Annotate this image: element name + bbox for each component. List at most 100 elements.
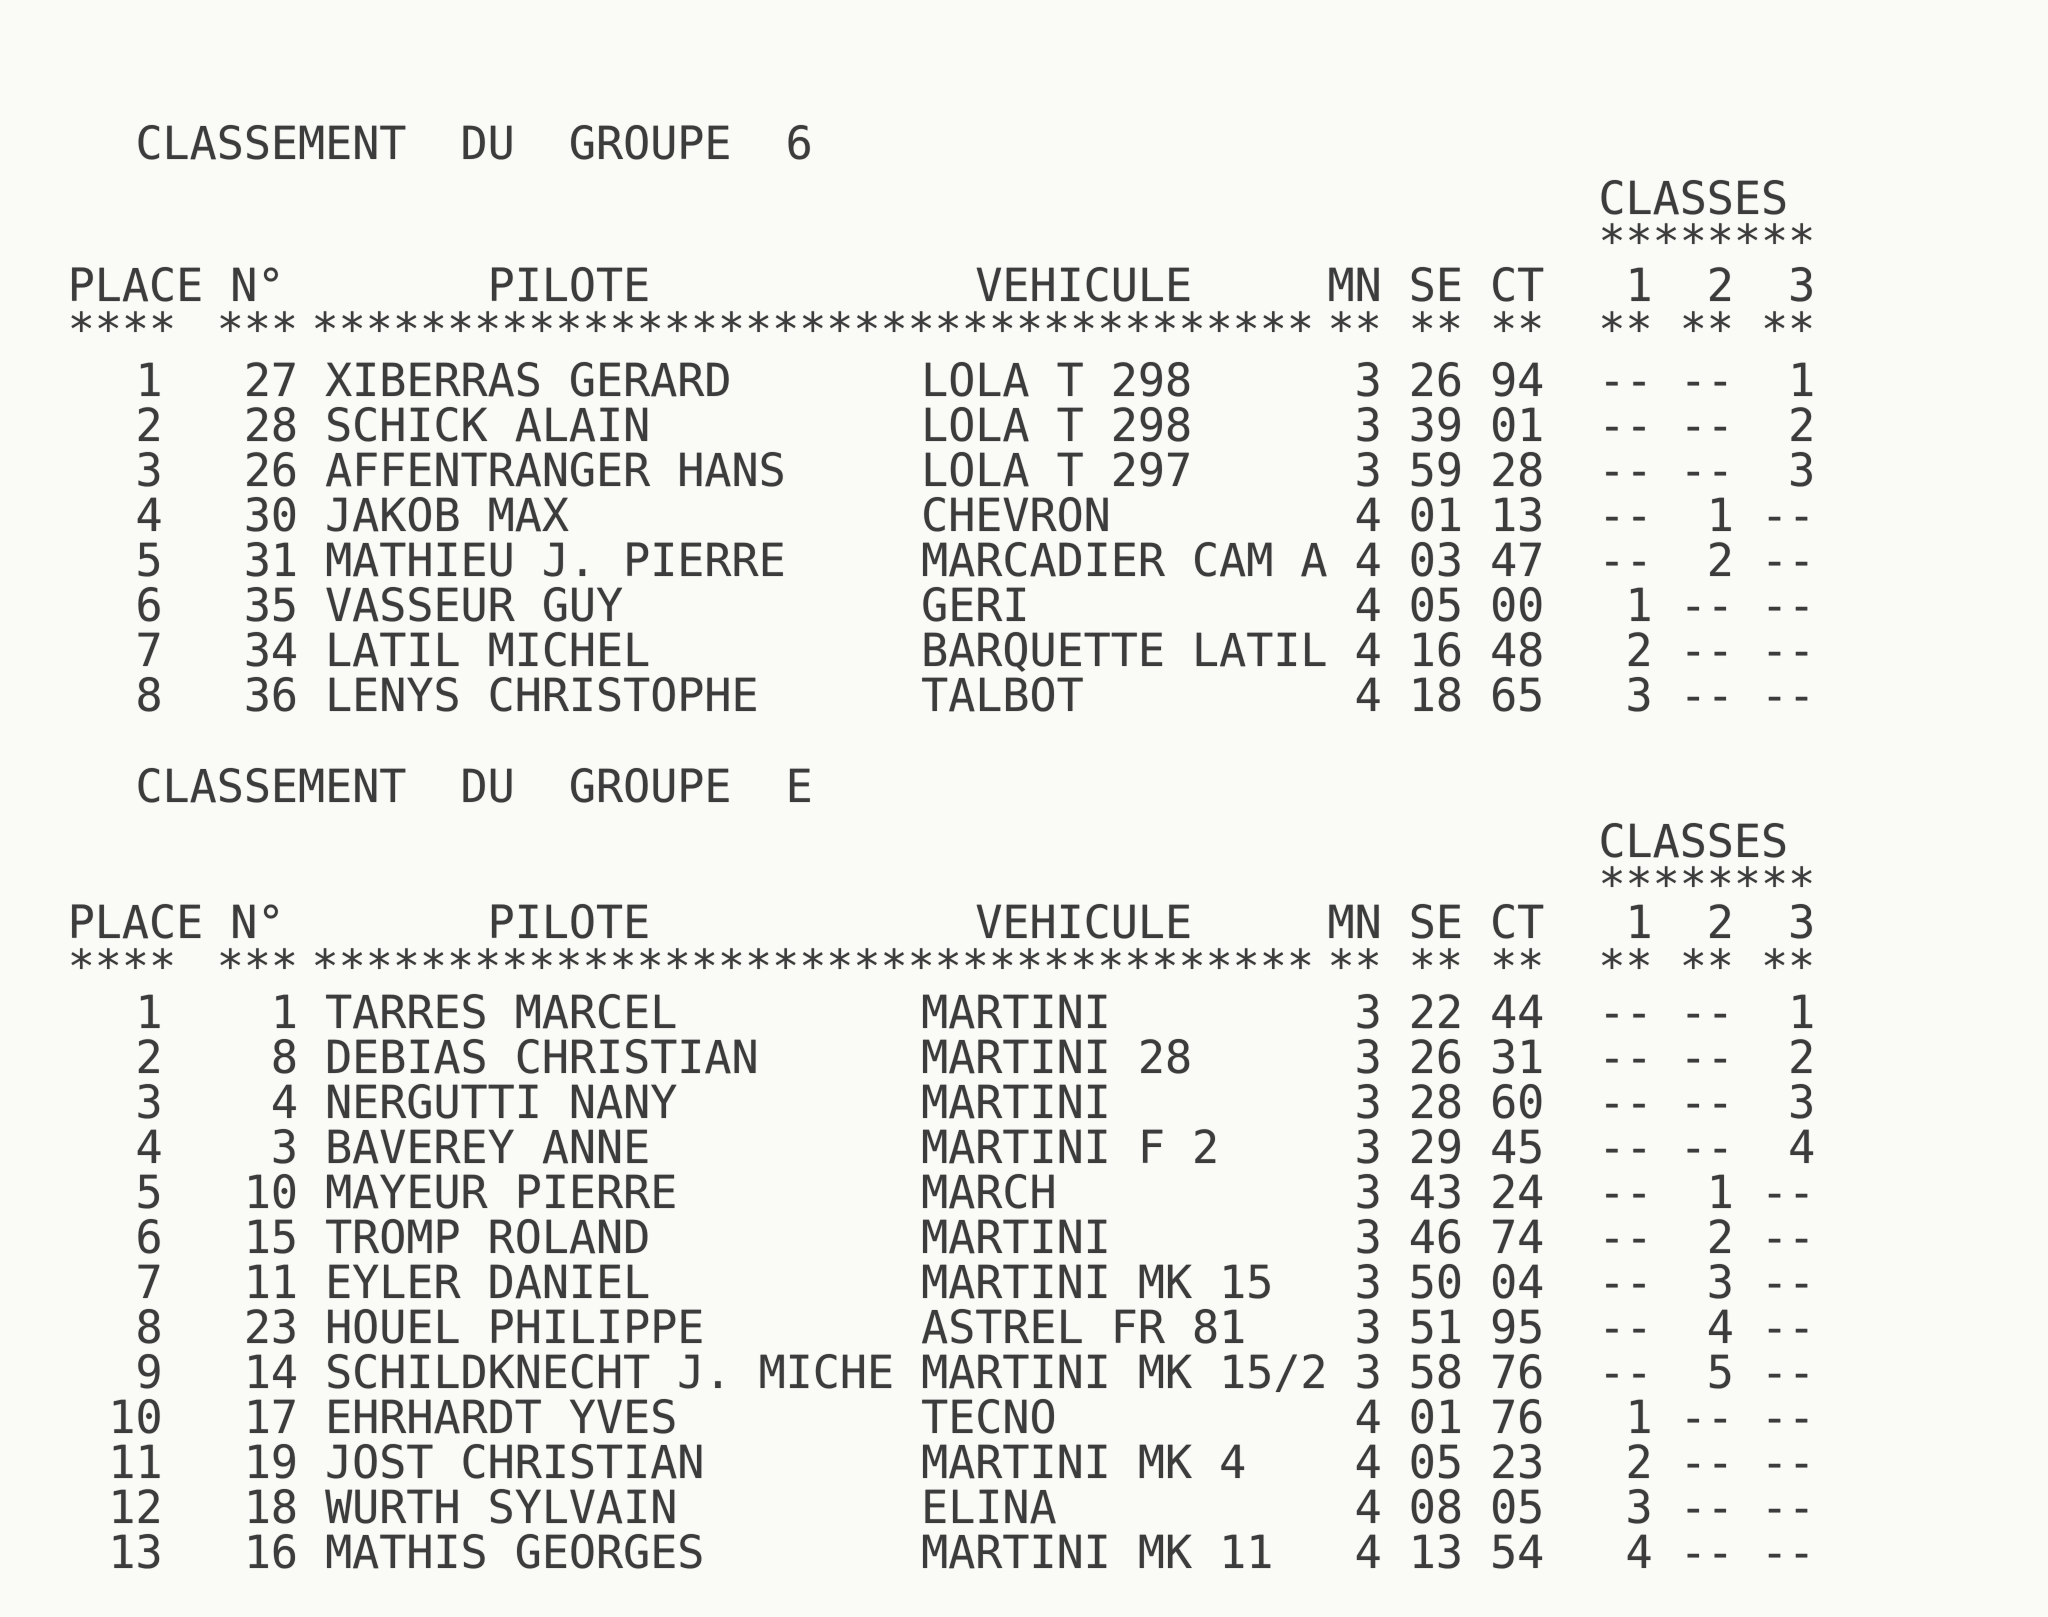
cell-class-3: 1 bbox=[1788, 986, 1816, 1039]
cell-class-1: 1 bbox=[1625, 1391, 1653, 1444]
col-header-vehicule: VEHICULE bbox=[975, 259, 1193, 312]
result-row: 2 8 DEBIAS CHRISTIAN MARTINI 28 3 26 31 … bbox=[0, 1035, 2048, 1080]
cell-se: 05 bbox=[1408, 579, 1463, 632]
cell-se: 08 bbox=[1408, 1481, 1463, 1534]
cell-mn: 3 bbox=[1354, 1121, 1382, 1174]
cell-ct: 28 bbox=[1490, 444, 1545, 497]
cell-class-3: -- bbox=[1760, 669, 1816, 722]
cell-class-1: -- bbox=[1598, 354, 1653, 407]
cell-pilote: XIBERRAS GERARD bbox=[325, 354, 732, 407]
col-header-place: PLACE bbox=[67, 896, 204, 949]
cell-pilote: MATHIEU J. PIERRE bbox=[325, 534, 786, 587]
col-header-place: PLACE bbox=[67, 259, 204, 312]
cell-ct: 65 bbox=[1490, 669, 1545, 722]
cell-pilote: DEBIAS CHRISTIAN bbox=[325, 1031, 759, 1084]
cell-class-1: 4 bbox=[1625, 1526, 1653, 1579]
cell-vehicule: MARTINI bbox=[921, 1076, 1111, 1129]
cell-class-3: 1 bbox=[1788, 354, 1816, 407]
classes-underline-stars: ******** bbox=[1598, 215, 1816, 268]
cell-mn: 3 bbox=[1354, 1166, 1382, 1219]
cell-class-1: -- bbox=[1598, 534, 1653, 587]
cell-class-2: -- bbox=[1679, 1481, 1734, 1534]
col-header-class-2: 2 bbox=[1706, 259, 1734, 312]
cell-mn: 3 bbox=[1354, 354, 1382, 407]
cell-class-2: 2 bbox=[1706, 1211, 1734, 1264]
cell-vehicule: ELINA bbox=[921, 1481, 1057, 1534]
cell-se: 58 bbox=[1408, 1346, 1463, 1399]
cell-class-1: -- bbox=[1598, 1076, 1653, 1129]
cell-place: 1 bbox=[135, 354, 163, 407]
cell-number: 3 bbox=[270, 1121, 298, 1174]
cell-place: 2 bbox=[135, 399, 163, 452]
cell-class-1: -- bbox=[1598, 986, 1653, 1039]
cell-vehicule: ASTREL FR 81 bbox=[921, 1301, 1247, 1354]
cell-se: 29 bbox=[1408, 1121, 1463, 1174]
cell-pilote: AFFENTRANGER HANS bbox=[325, 444, 786, 497]
cell-number: 31 bbox=[243, 534, 298, 587]
stars-class-1: ** bbox=[1598, 940, 1653, 993]
cell-pilote: NERGUTTI NANY bbox=[325, 1076, 678, 1129]
cell-pilote: TARRES MARCEL bbox=[325, 986, 678, 1039]
cell-place: 2 bbox=[135, 1031, 163, 1084]
col-header-ct: CT bbox=[1490, 896, 1545, 949]
result-row: 8 23 HOUEL PHILIPPE ASTREL FR 81 3 51 95… bbox=[0, 1305, 2048, 1350]
classes-underline-stars: ******** bbox=[1598, 858, 1816, 911]
stars-place: **** bbox=[67, 940, 177, 993]
cell-pilote: JAKOB MAX bbox=[325, 489, 569, 542]
cell-class-1: -- bbox=[1598, 1346, 1653, 1399]
cell-class-3: -- bbox=[1760, 624, 1816, 677]
table-header-stars-row: **** *** *******************************… bbox=[0, 944, 2048, 989]
result-row: 6 15 TROMP ROLAND MARTINI 3 46 74 -- 2 -… bbox=[0, 1215, 2048, 1260]
stars-mn: ** bbox=[1327, 303, 1382, 356]
cell-se: 43 bbox=[1408, 1166, 1463, 1219]
cell-se: 26 bbox=[1408, 1031, 1463, 1084]
cell-class-3: -- bbox=[1760, 1481, 1816, 1534]
cell-pilote: SCHICK ALAIN bbox=[325, 399, 651, 452]
cell-ct: 94 bbox=[1490, 354, 1545, 407]
cell-class-3: 3 bbox=[1788, 444, 1816, 497]
col-header-class-2: 2 bbox=[1706, 896, 1734, 949]
result-row: 13 16 MATHIS GEORGES MARTINI MK 11 4 13 … bbox=[0, 1530, 2048, 1575]
cell-vehicule: MARTINI MK 15 bbox=[921, 1256, 1274, 1309]
cell-class-1: -- bbox=[1598, 1031, 1653, 1084]
col-header-pilote: PILOTE bbox=[487, 259, 651, 312]
group-e-rows: 1 1 TARRES MARCEL MARTINI 3 22 44 -- -- … bbox=[0, 990, 2048, 1575]
cell-pilote: HOUEL PHILIPPE bbox=[325, 1301, 705, 1354]
cell-place: 9 bbox=[135, 1346, 163, 1399]
result-row: 5 10 MAYEUR PIERRE MARCH 3 43 24 -- 1 -- bbox=[0, 1170, 2048, 1215]
cell-mn: 3 bbox=[1354, 1346, 1382, 1399]
cell-mn: 4 bbox=[1354, 624, 1382, 677]
cell-pilote: LENYS CHRISTOPHE bbox=[325, 669, 759, 722]
cell-number: 27 bbox=[243, 354, 298, 407]
stars-pilote-vehicule: ************************************* bbox=[311, 303, 1314, 356]
result-row: 2 28 SCHICK ALAIN LOLA T 298 3 39 01 -- … bbox=[0, 403, 2048, 448]
cell-mn: 4 bbox=[1354, 1391, 1382, 1444]
table-header-row: PLACE N° PILOTE VEHICULE MN SE CT 1 2 3 bbox=[0, 263, 2048, 308]
cell-pilote: WURTH SYLVAIN bbox=[325, 1481, 678, 1534]
cell-class-2: 5 bbox=[1706, 1346, 1734, 1399]
cell-class-2: -- bbox=[1679, 1031, 1734, 1084]
cell-class-1: 2 bbox=[1625, 1436, 1653, 1489]
cell-number: 4 bbox=[270, 1076, 298, 1129]
cell-number: 26 bbox=[243, 444, 298, 497]
col-header-number: N° bbox=[230, 896, 285, 949]
cell-number: 36 bbox=[243, 669, 298, 722]
cell-se: 26 bbox=[1408, 354, 1463, 407]
group-6-rows: 1 27 XIBERRAS GERARD LOLA T 298 3 26 94 … bbox=[0, 358, 2048, 718]
cell-mn: 3 bbox=[1354, 1256, 1382, 1309]
stars-class-2: ** bbox=[1679, 303, 1734, 356]
cell-class-3: -- bbox=[1760, 1391, 1816, 1444]
cell-vehicule: MARCH bbox=[921, 1166, 1057, 1219]
cell-number: 28 bbox=[243, 399, 298, 452]
cell-class-3: 4 bbox=[1788, 1121, 1816, 1174]
cell-class-3: -- bbox=[1760, 1526, 1816, 1579]
cell-number: 1 bbox=[270, 986, 298, 1039]
cell-vehicule: MARTINI MK 4 bbox=[921, 1436, 1247, 1489]
group-6-title: CLASSEMENT DU GROUPE 6 bbox=[135, 117, 813, 170]
cell-mn: 4 bbox=[1354, 489, 1382, 542]
result-row: 4 3 BAVEREY ANNE MARTINI F 2 3 29 45 -- … bbox=[0, 1125, 2048, 1170]
cell-ct: 45 bbox=[1490, 1121, 1545, 1174]
cell-place: 6 bbox=[135, 1211, 163, 1264]
result-row: 3 4 NERGUTTI NANY MARTINI 3 28 60 -- -- … bbox=[0, 1080, 2048, 1125]
cell-se: 05 bbox=[1408, 1436, 1463, 1489]
